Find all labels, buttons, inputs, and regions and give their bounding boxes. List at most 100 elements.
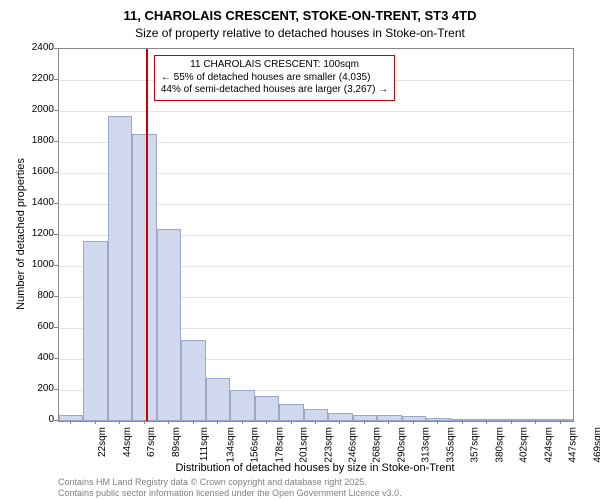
x-tick-label: 290sqm — [397, 427, 408, 463]
x-tick-label: 424sqm — [543, 427, 554, 463]
attribution-line2: Contains public sector information licen… — [58, 488, 402, 498]
histogram-bar — [83, 241, 107, 421]
y-tick-mark — [54, 358, 58, 359]
x-tick-label: 380sqm — [494, 427, 505, 463]
x-tick-mark — [217, 420, 218, 424]
histogram-bar — [549, 419, 573, 421]
y-tick-mark — [54, 203, 58, 204]
y-tick-label: 1200 — [14, 228, 54, 239]
y-tick-label: 1600 — [14, 166, 54, 177]
histogram-bar — [426, 418, 450, 421]
x-tick-mark — [388, 420, 389, 424]
histogram-bar — [108, 116, 132, 421]
marker-line — [146, 49, 148, 421]
x-tick-label: 313sqm — [421, 427, 432, 463]
histogram-bar — [132, 134, 156, 421]
y-tick-mark — [54, 48, 58, 49]
y-tick-label: 800 — [14, 290, 54, 301]
y-tick-mark — [54, 172, 58, 173]
gridline — [59, 111, 573, 112]
histogram-bar — [500, 419, 524, 421]
x-tick-label: 223sqm — [323, 427, 334, 463]
y-tick-label: 2200 — [14, 73, 54, 84]
y-tick-mark — [54, 327, 58, 328]
histogram-bar — [59, 415, 83, 421]
y-tick-label: 2400 — [14, 42, 54, 53]
histogram-bar — [328, 413, 352, 421]
x-tick-label: 335sqm — [445, 427, 456, 463]
y-tick-mark — [54, 389, 58, 390]
x-axis-label: Distribution of detached houses by size … — [58, 462, 572, 474]
histogram-bar — [377, 415, 401, 421]
x-tick-label: 246sqm — [348, 427, 359, 463]
y-tick-mark — [54, 234, 58, 235]
annotation-line: ← 55% of detached houses are smaller (4,… — [161, 72, 388, 85]
histogram-bar — [206, 378, 230, 421]
attribution-line1: Contains HM Land Registry data © Crown c… — [58, 477, 402, 487]
chart-title-line1: 11, CHAROLAIS CRESCENT, STOKE-ON-TRENT, … — [0, 8, 600, 23]
annotation-box: 11 CHAROLAIS CRESCENT: 100sqm← 55% of de… — [154, 55, 395, 101]
x-tick-mark — [266, 420, 267, 424]
histogram-bar — [451, 419, 475, 421]
histogram-bar — [524, 419, 548, 421]
x-tick-mark — [486, 420, 487, 424]
histogram-bar — [230, 390, 254, 421]
x-tick-label: 111sqm — [199, 427, 210, 461]
annotation-line: 44% of semi-detached houses are larger (… — [161, 84, 388, 97]
chart-container: 11, CHAROLAIS CRESCENT, STOKE-ON-TRENT, … — [0, 0, 600, 500]
x-tick-label: 134sqm — [225, 427, 236, 463]
x-tick-mark — [144, 420, 145, 424]
x-tick-mark — [168, 420, 169, 424]
x-tick-mark — [70, 420, 71, 424]
x-tick-mark — [413, 420, 414, 424]
x-tick-mark — [242, 420, 243, 424]
y-tick-label: 400 — [14, 352, 54, 363]
x-tick-label: 178sqm — [274, 427, 285, 463]
x-tick-label: 469sqm — [592, 427, 600, 463]
x-tick-label: 22sqm — [97, 427, 108, 457]
plot-area: 11 CHAROLAIS CRESCENT: 100sqm← 55% of de… — [58, 48, 574, 422]
y-tick-mark — [54, 141, 58, 142]
y-tick-label: 2000 — [14, 104, 54, 115]
attribution-text: Contains HM Land Registry data © Crown c… — [58, 477, 402, 498]
x-tick-mark — [193, 420, 194, 424]
y-tick-mark — [54, 296, 58, 297]
x-tick-mark — [437, 420, 438, 424]
x-tick-mark — [511, 420, 512, 424]
x-tick-mark — [291, 420, 292, 424]
x-tick-mark — [535, 420, 536, 424]
histogram-bar — [475, 419, 499, 421]
y-tick-label: 1000 — [14, 259, 54, 270]
x-tick-label: 268sqm — [372, 427, 383, 463]
x-tick-label: 156sqm — [250, 427, 261, 463]
y-tick-mark — [54, 420, 58, 421]
y-tick-mark — [54, 110, 58, 111]
y-tick-mark — [54, 265, 58, 266]
histogram-bar — [157, 229, 181, 421]
x-tick-label: 357sqm — [470, 427, 481, 463]
x-tick-label: 89sqm — [171, 427, 182, 457]
x-tick-mark — [364, 420, 365, 424]
histogram-bar — [255, 396, 279, 421]
histogram-bar — [353, 415, 377, 421]
histogram-bar — [279, 404, 303, 421]
histogram-bar — [402, 416, 426, 421]
x-tick-mark — [95, 420, 96, 424]
annotation-line: 11 CHAROLAIS CRESCENT: 100sqm — [161, 59, 388, 72]
x-tick-label: 201sqm — [299, 427, 310, 463]
histogram-bar — [181, 340, 205, 421]
x-tick-label: 44sqm — [122, 427, 133, 457]
x-tick-mark — [315, 420, 316, 424]
y-tick-label: 1400 — [14, 197, 54, 208]
y-tick-label: 200 — [14, 383, 54, 394]
y-tick-label: 1800 — [14, 135, 54, 146]
x-tick-mark — [560, 420, 561, 424]
x-tick-mark — [339, 420, 340, 424]
y-tick-mark — [54, 79, 58, 80]
x-tick-label: 67sqm — [146, 427, 157, 457]
x-tick-mark — [119, 420, 120, 424]
y-tick-label: 0 — [14, 414, 54, 425]
x-tick-label: 402sqm — [519, 427, 530, 463]
x-tick-mark — [462, 420, 463, 424]
chart-title-line2: Size of property relative to detached ho… — [0, 26, 600, 40]
